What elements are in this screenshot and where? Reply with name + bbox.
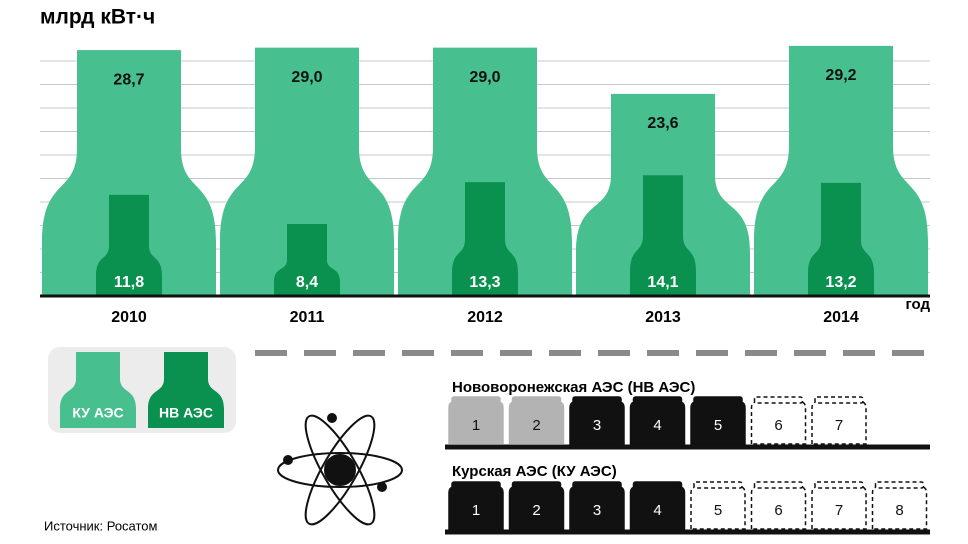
reactor-label: 5: [714, 502, 722, 519]
reactor-cap: [572, 481, 622, 489]
value-label: 23,6: [647, 115, 678, 132]
reactor-cap: [632, 396, 683, 404]
reactor-label: 3: [593, 417, 601, 434]
reactor-unit: [750, 401, 807, 445]
bar: [808, 182, 874, 296]
atom-icon: [277, 413, 403, 526]
value-label: 14,1: [647, 274, 678, 291]
reactor-cap: [753, 396, 804, 404]
reactor-cap: [814, 481, 864, 489]
legend-swatch: [60, 352, 136, 428]
reactor-cap: [632, 481, 683, 489]
bar: [398, 47, 572, 296]
reactor-unit: [811, 401, 867, 445]
bar: [754, 45, 928, 296]
x-tick-label: 2013: [645, 309, 681, 326]
value-label: 13,2: [825, 274, 856, 291]
reactor-label: 4: [653, 502, 661, 519]
reactor-cap: [874, 481, 925, 489]
reactor-label: 7: [835, 502, 843, 519]
value-label: 29,2: [825, 67, 856, 84]
value-label: 28,7: [113, 71, 144, 88]
x-tick-label: 2014: [823, 309, 859, 326]
x-axis-label: год: [905, 296, 930, 313]
reactor-unit: [811, 486, 867, 530]
reactor-unit: [690, 486, 746, 530]
reactor-cap: [451, 481, 501, 489]
reactor-unit: [871, 486, 928, 530]
reactor-label: 2: [532, 417, 540, 434]
reactor-label: 7: [835, 417, 843, 434]
reactor-cap: [451, 396, 501, 404]
reactor-label: 6: [774, 502, 782, 519]
reactor-cap: [572, 396, 622, 404]
source: Источник: Росатом: [44, 518, 158, 533]
bar: [42, 50, 216, 297]
bar: [274, 224, 340, 296]
reactor-label: 3: [593, 502, 601, 519]
reactor-cap: [753, 481, 804, 489]
bars: 28,7 11,8 29,0 8,4 29,0 13,3 23,6 14,1 29,2 13,2: [42, 45, 928, 297]
x-tick-label: 2011: [290, 309, 325, 326]
plant-title: Нововоронежская АЭС (НВ АЭС): [452, 379, 695, 396]
legend-label: НВ АЭС: [159, 405, 213, 421]
x-tick-label: 2012: [467, 309, 503, 326]
reactor-cap: [814, 396, 864, 404]
legend-label: КУ АЭС: [72, 405, 123, 421]
x-tick-label: 2010: [111, 309, 147, 326]
reactor-cap: [511, 396, 562, 404]
reactor-cap: [693, 396, 743, 404]
reactor-label: 5: [714, 417, 722, 434]
plants: Нововоронежская АЭС (НВ АЭС) 1 2 3 4 5 6 7 Курск…: [445, 379, 930, 535]
reactor-label: 1: [472, 502, 480, 519]
bar: [220, 47, 394, 296]
reactor-label: 4: [653, 417, 661, 434]
reactor-label: 6: [774, 417, 782, 434]
value-label: 13,3: [469, 274, 500, 291]
reactor-label: 2: [532, 502, 540, 519]
bar: [630, 175, 696, 296]
value-label: 29,0: [469, 69, 500, 86]
reactor-cap: [693, 481, 743, 489]
value-label: 29,0: [291, 69, 322, 86]
reactor-unit: [750, 486, 807, 530]
reactor-label: 8: [895, 502, 903, 519]
bar: [452, 182, 518, 296]
value-label: 8,4: [296, 274, 318, 291]
reactor-label: 1: [472, 417, 480, 434]
bar: [96, 194, 162, 296]
value-label: 11,8: [114, 274, 144, 291]
unit-label: млрд кВт·ч: [40, 6, 155, 29]
plant-title: Курская АЭС (КУ АЭС): [452, 463, 617, 480]
legend-swatch: [148, 352, 224, 428]
reactor-cap: [511, 481, 562, 489]
